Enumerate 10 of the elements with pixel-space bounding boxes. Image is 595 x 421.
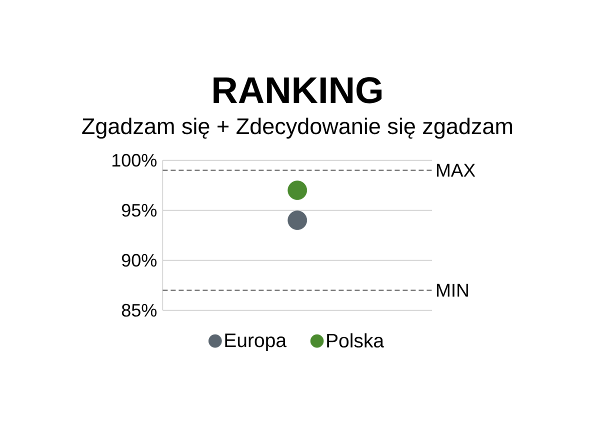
- chart-subtitle: Zgadzam się + Zdecydowanie się zgadzam: [82, 118, 512, 139]
- legend-label: Polska: [327, 333, 384, 348]
- ref-line-label: MAX: [437, 164, 476, 177]
- y-tick-label: 85%: [122, 304, 157, 317]
- ref-line-label: MIN: [437, 284, 468, 297]
- legend-label: Europa: [225, 334, 287, 352]
- y-tick-label: 95%: [122, 204, 157, 217]
- y-tick-label: 90%: [122, 254, 157, 267]
- chart-title: RANKING: [214, 77, 382, 104]
- y-tick-label: 100%: [112, 154, 157, 167]
